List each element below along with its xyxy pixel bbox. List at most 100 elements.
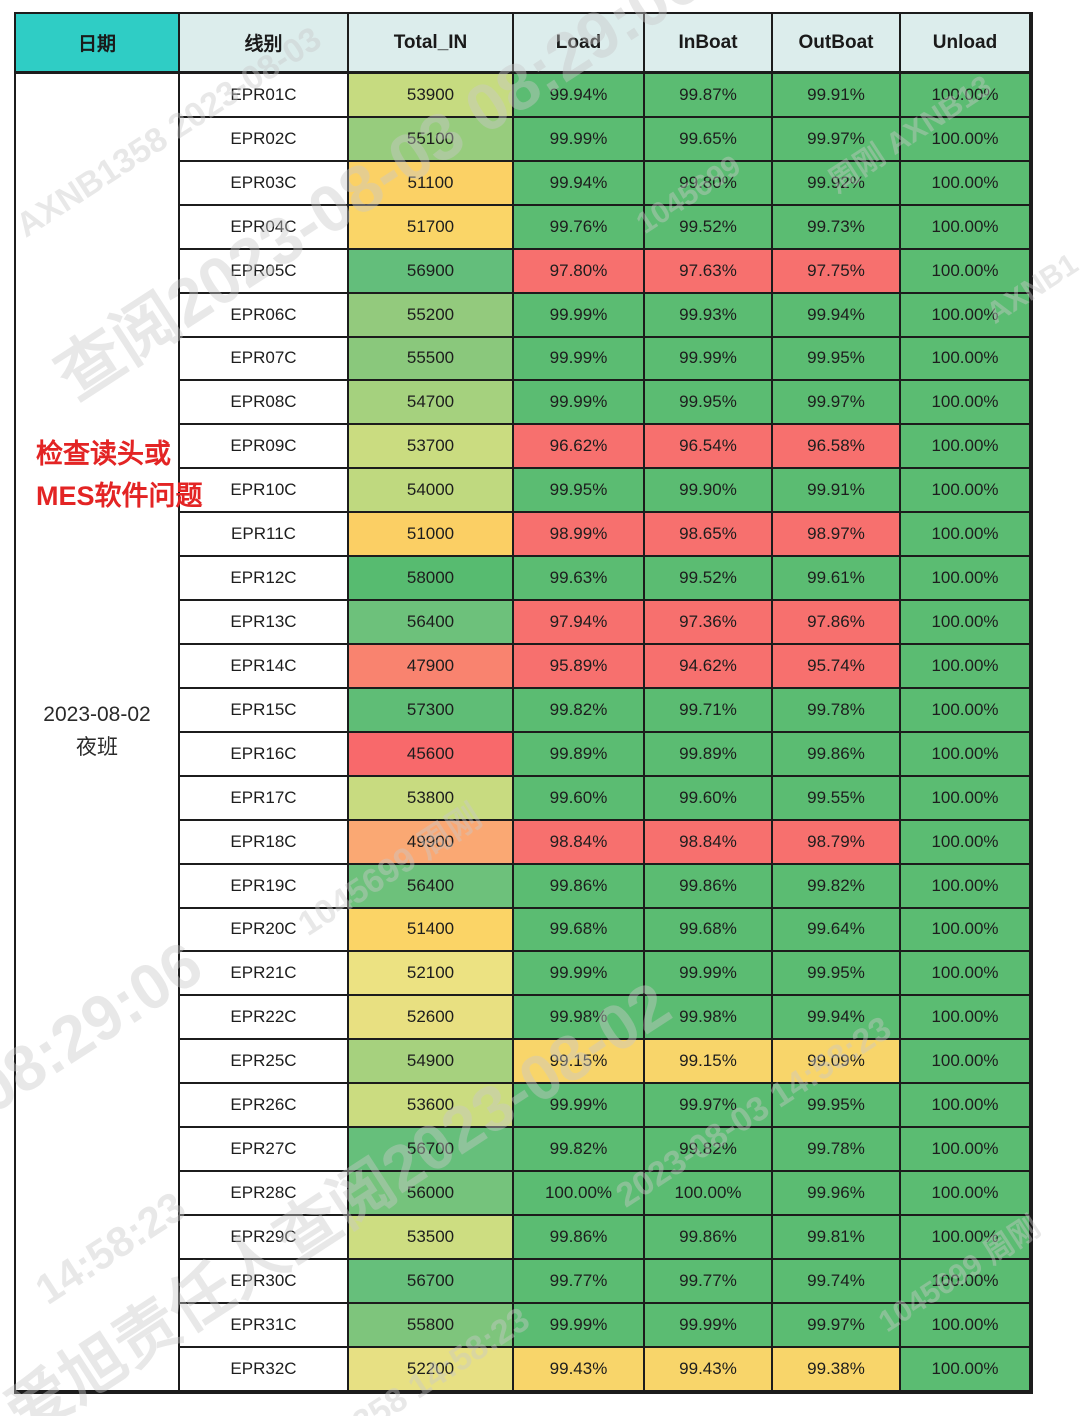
- cell-inboat: 99.89%: [645, 732, 773, 777]
- cell-load: 99.94%: [514, 161, 645, 206]
- cell-unload: 100.00%: [901, 469, 1031, 514]
- cell-outboat: 97.75%: [773, 249, 901, 294]
- cell-unload: 100.00%: [901, 1040, 1031, 1085]
- cell-inboat: 99.98%: [645, 996, 773, 1041]
- cell-inboat: 99.99%: [645, 337, 773, 382]
- cell-inboat: 99.65%: [645, 117, 773, 162]
- cell-outboat: 99.64%: [773, 908, 901, 953]
- cell-unload: 100.00%: [901, 1215, 1031, 1260]
- cell-inboat: 99.60%: [645, 776, 773, 821]
- cell-unload: 100.00%: [901, 161, 1031, 206]
- cell-line: EPR12C: [180, 557, 349, 602]
- cell-outboat: 99.82%: [773, 864, 901, 909]
- cell-inboat: 99.90%: [645, 469, 773, 514]
- cell-total-in: 51400: [349, 908, 514, 953]
- cell-unload: 100.00%: [901, 820, 1031, 865]
- cell-line: EPR08C: [180, 381, 349, 426]
- cell-total-in: 54000: [349, 469, 514, 514]
- cell-unload: 100.00%: [901, 205, 1031, 250]
- cell-total-in: 52200: [349, 1347, 514, 1392]
- cell-total-in: 58000: [349, 557, 514, 602]
- cell-line: EPR29C: [180, 1215, 349, 1260]
- cell-outboat: 99.86%: [773, 732, 901, 777]
- cell-outboat: 99.81%: [773, 1215, 901, 1260]
- cell-load: 99.82%: [514, 688, 645, 733]
- shift-text: 夜班: [76, 735, 118, 759]
- cell-line: EPR01C: [180, 74, 349, 118]
- cell-load: 95.89%: [514, 644, 645, 689]
- cell-total-in: 55500: [349, 337, 514, 382]
- cell-inboat: 97.63%: [645, 249, 773, 294]
- cell-inboat: 99.77%: [645, 1259, 773, 1304]
- cell-load: 99.89%: [514, 732, 645, 777]
- cell-unload: 100.00%: [901, 117, 1031, 162]
- cell-load: 98.84%: [514, 820, 645, 865]
- cell-load: 99.43%: [514, 1347, 645, 1392]
- cell-line: EPR09C: [180, 425, 349, 470]
- cell-inboat: 99.87%: [645, 74, 773, 118]
- cell-unload: 100.00%: [901, 601, 1031, 645]
- cell-inboat: 99.86%: [645, 1215, 773, 1260]
- cell-inboat: 97.36%: [645, 601, 773, 645]
- cell-load: 99.99%: [514, 117, 645, 162]
- cell-unload: 100.00%: [901, 425, 1031, 470]
- cell-outboat: 99.95%: [773, 1084, 901, 1129]
- cell-unload: 100.00%: [901, 908, 1031, 953]
- cell-line: EPR03C: [180, 161, 349, 206]
- cell-inboat: 100.00%: [645, 1172, 773, 1216]
- cell-outboat: 96.58%: [773, 425, 901, 470]
- cell-load: 99.77%: [514, 1259, 645, 1304]
- cell-total-in: 51100: [349, 161, 514, 206]
- cell-inboat: 99.52%: [645, 205, 773, 250]
- cell-total-in: 56700: [349, 1259, 514, 1304]
- cell-unload: 100.00%: [901, 952, 1031, 997]
- cell-unload: 100.00%: [901, 864, 1031, 909]
- cell-outboat: 95.74%: [773, 644, 901, 689]
- cell-load: 99.82%: [514, 1128, 645, 1173]
- cell-unload: 100.00%: [901, 513, 1031, 558]
- header-outboat: OutBoat: [773, 14, 901, 74]
- cell-unload: 100.00%: [901, 74, 1031, 118]
- cell-load: 99.99%: [514, 1303, 645, 1348]
- cell-line: EPR19C: [180, 864, 349, 909]
- cell-line: EPR20C: [180, 908, 349, 953]
- cell-unload: 100.00%: [901, 337, 1031, 382]
- cell-load: 99.60%: [514, 776, 645, 821]
- cell-total-in: 55200: [349, 293, 514, 338]
- cell-total-in: 52600: [349, 996, 514, 1041]
- cell-inboat: 94.62%: [645, 644, 773, 689]
- cell-outboat: 99.94%: [773, 996, 901, 1041]
- cell-outboat: 99.96%: [773, 1172, 901, 1216]
- cell-outboat: 98.79%: [773, 820, 901, 865]
- cell-outboat: 99.09%: [773, 1040, 901, 1085]
- cell-line: EPR16C: [180, 732, 349, 777]
- date-text: 2023-08-02: [43, 703, 151, 727]
- cell-line: EPR05C: [180, 249, 349, 294]
- cell-load: 98.99%: [514, 513, 645, 558]
- cell-unload: 100.00%: [901, 1303, 1031, 1348]
- annotation-note: 检查读头或 MES软件问题: [36, 434, 203, 518]
- cell-inboat: 99.15%: [645, 1040, 773, 1085]
- cell-line: EPR15C: [180, 688, 349, 733]
- cell-inboat: 99.82%: [645, 1128, 773, 1173]
- cell-load: 99.68%: [514, 908, 645, 953]
- cell-outboat: 99.91%: [773, 469, 901, 514]
- cell-load: 99.99%: [514, 1084, 645, 1129]
- annotation-line1: 检查读头或: [36, 439, 171, 469]
- cell-unload: 100.00%: [901, 732, 1031, 777]
- cell-inboat: 99.71%: [645, 688, 773, 733]
- cell-outboat: 97.86%: [773, 601, 901, 645]
- cell-outboat: 99.91%: [773, 74, 901, 118]
- cell-outboat: 99.94%: [773, 293, 901, 338]
- cell-total-in: 53600: [349, 1084, 514, 1129]
- cell-line: EPR04C: [180, 205, 349, 250]
- cell-line: EPR10C: [180, 469, 349, 514]
- cell-load: 97.94%: [514, 601, 645, 645]
- cell-load: 96.62%: [514, 425, 645, 470]
- cell-inboat: 99.99%: [645, 1303, 773, 1348]
- cell-line: EPR07C: [180, 337, 349, 382]
- cell-outboat: 99.78%: [773, 688, 901, 733]
- cell-outboat: 99.61%: [773, 557, 901, 602]
- cell-load: 99.99%: [514, 337, 645, 382]
